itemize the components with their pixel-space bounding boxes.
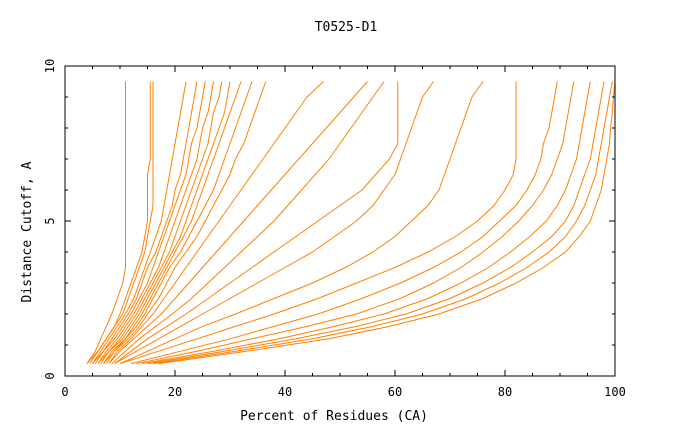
series-line-1 bbox=[86, 81, 126, 364]
series-line-5 bbox=[92, 81, 198, 364]
series-line-10 bbox=[103, 81, 242, 364]
series-line-8 bbox=[97, 81, 223, 364]
series-line-9 bbox=[100, 81, 231, 364]
series-line-3 bbox=[89, 81, 154, 364]
series-line-22 bbox=[141, 81, 591, 365]
series-line-24 bbox=[152, 81, 613, 365]
series-line-7 bbox=[97, 81, 214, 364]
x-tick-label-40: 40 bbox=[278, 385, 292, 399]
x-tick-label-20: 20 bbox=[168, 385, 182, 399]
series-line-16 bbox=[114, 81, 399, 364]
series-line-19 bbox=[119, 81, 517, 365]
series-line-21 bbox=[136, 81, 575, 365]
series-line-20 bbox=[130, 81, 558, 365]
series-line-11 bbox=[103, 81, 253, 364]
series-line-6 bbox=[94, 81, 206, 364]
series-line-15 bbox=[111, 81, 385, 364]
y-tick-label-5: 5 bbox=[43, 217, 57, 224]
y-tick-label-0: 0 bbox=[43, 372, 57, 379]
y-tick-label-10: 10 bbox=[43, 59, 57, 73]
x-axis-label: Percent of Residues (CA) bbox=[240, 409, 428, 424]
series-line-17 bbox=[114, 81, 434, 365]
series-line-4 bbox=[92, 81, 187, 364]
series-line-2 bbox=[86, 81, 151, 364]
chart-title: T0525-D1 bbox=[315, 20, 378, 35]
y-axis-label: Distance Cutoff, A bbox=[20, 161, 35, 302]
ticks-layer: 0 20 40 60 80 100 0 5 10 bbox=[43, 59, 626, 399]
series-line-18 bbox=[119, 81, 484, 365]
series-layer bbox=[86, 81, 616, 365]
series-line-13 bbox=[108, 81, 324, 364]
x-tick-label-60: 60 bbox=[388, 385, 402, 399]
x-tick-label-0: 0 bbox=[61, 385, 68, 399]
series-line-25 bbox=[158, 81, 616, 365]
x-tick-label-100: 100 bbox=[604, 385, 626, 399]
series-line-14 bbox=[108, 81, 368, 364]
series-line-12 bbox=[105, 81, 267, 364]
x-tick-label-80: 80 bbox=[498, 385, 512, 399]
series-line-23 bbox=[147, 81, 605, 365]
